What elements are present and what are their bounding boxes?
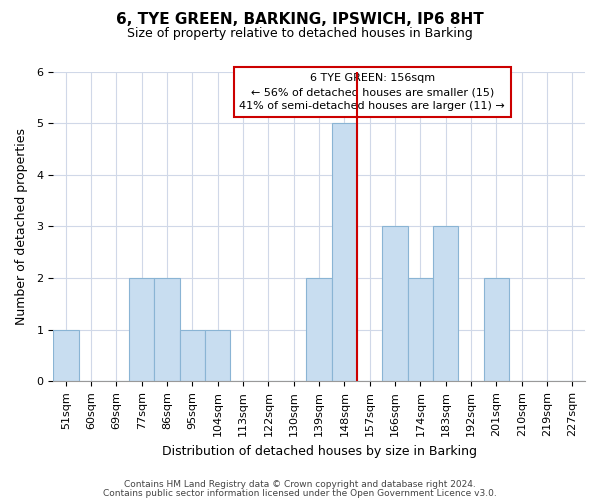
Y-axis label: Number of detached properties: Number of detached properties xyxy=(15,128,28,325)
Bar xyxy=(129,278,154,382)
Bar xyxy=(307,278,332,382)
Text: Contains public sector information licensed under the Open Government Licence v3: Contains public sector information licen… xyxy=(103,488,497,498)
Text: 6, TYE GREEN, BARKING, IPSWICH, IP6 8HT: 6, TYE GREEN, BARKING, IPSWICH, IP6 8HT xyxy=(116,12,484,28)
Bar xyxy=(154,278,180,382)
Bar xyxy=(484,278,509,382)
Bar xyxy=(433,226,458,382)
Bar xyxy=(53,330,79,382)
Text: Size of property relative to detached houses in Barking: Size of property relative to detached ho… xyxy=(127,28,473,40)
Bar xyxy=(408,278,433,382)
Bar xyxy=(332,123,357,382)
X-axis label: Distribution of detached houses by size in Barking: Distribution of detached houses by size … xyxy=(161,444,476,458)
Text: 6 TYE GREEN: 156sqm
← 56% of detached houses are smaller (15)
41% of semi-detach: 6 TYE GREEN: 156sqm ← 56% of detached ho… xyxy=(239,73,505,111)
Bar xyxy=(205,330,230,382)
Bar xyxy=(180,330,205,382)
Bar xyxy=(382,226,408,382)
Text: Contains HM Land Registry data © Crown copyright and database right 2024.: Contains HM Land Registry data © Crown c… xyxy=(124,480,476,489)
